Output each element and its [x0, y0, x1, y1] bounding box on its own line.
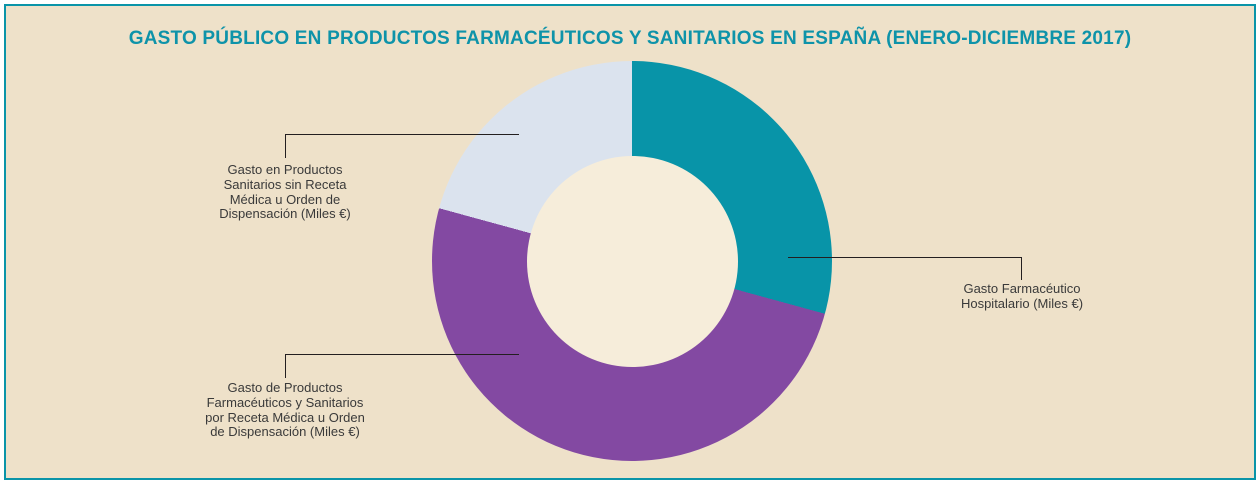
callout-connector-receta	[285, 354, 519, 378]
callout-connector-sanitarios-sin-receta	[285, 134, 519, 158]
chart-panel: GASTO PÚBLICO EN PRODUCTOS FARMACÉUTICOS…	[4, 4, 1256, 480]
callout-label-sanitarios-sin-receta: Gasto en Productos Sanitarios sin Receta…	[219, 162, 351, 222]
callout-label-receta: Gasto de Productos Farmacéuticos y Sanit…	[205, 380, 365, 440]
callout-connector-hospitalario	[788, 257, 1022, 280]
callout-label-hospitalario: Gasto Farmacéutico Hospitalario (Miles €…	[960, 281, 1084, 311]
donut-chart	[432, 61, 832, 461]
chart-title: GASTO PÚBLICO EN PRODUCTOS FARMACÉUTICOS…	[128, 28, 1132, 49]
donut-hole	[526, 155, 738, 367]
